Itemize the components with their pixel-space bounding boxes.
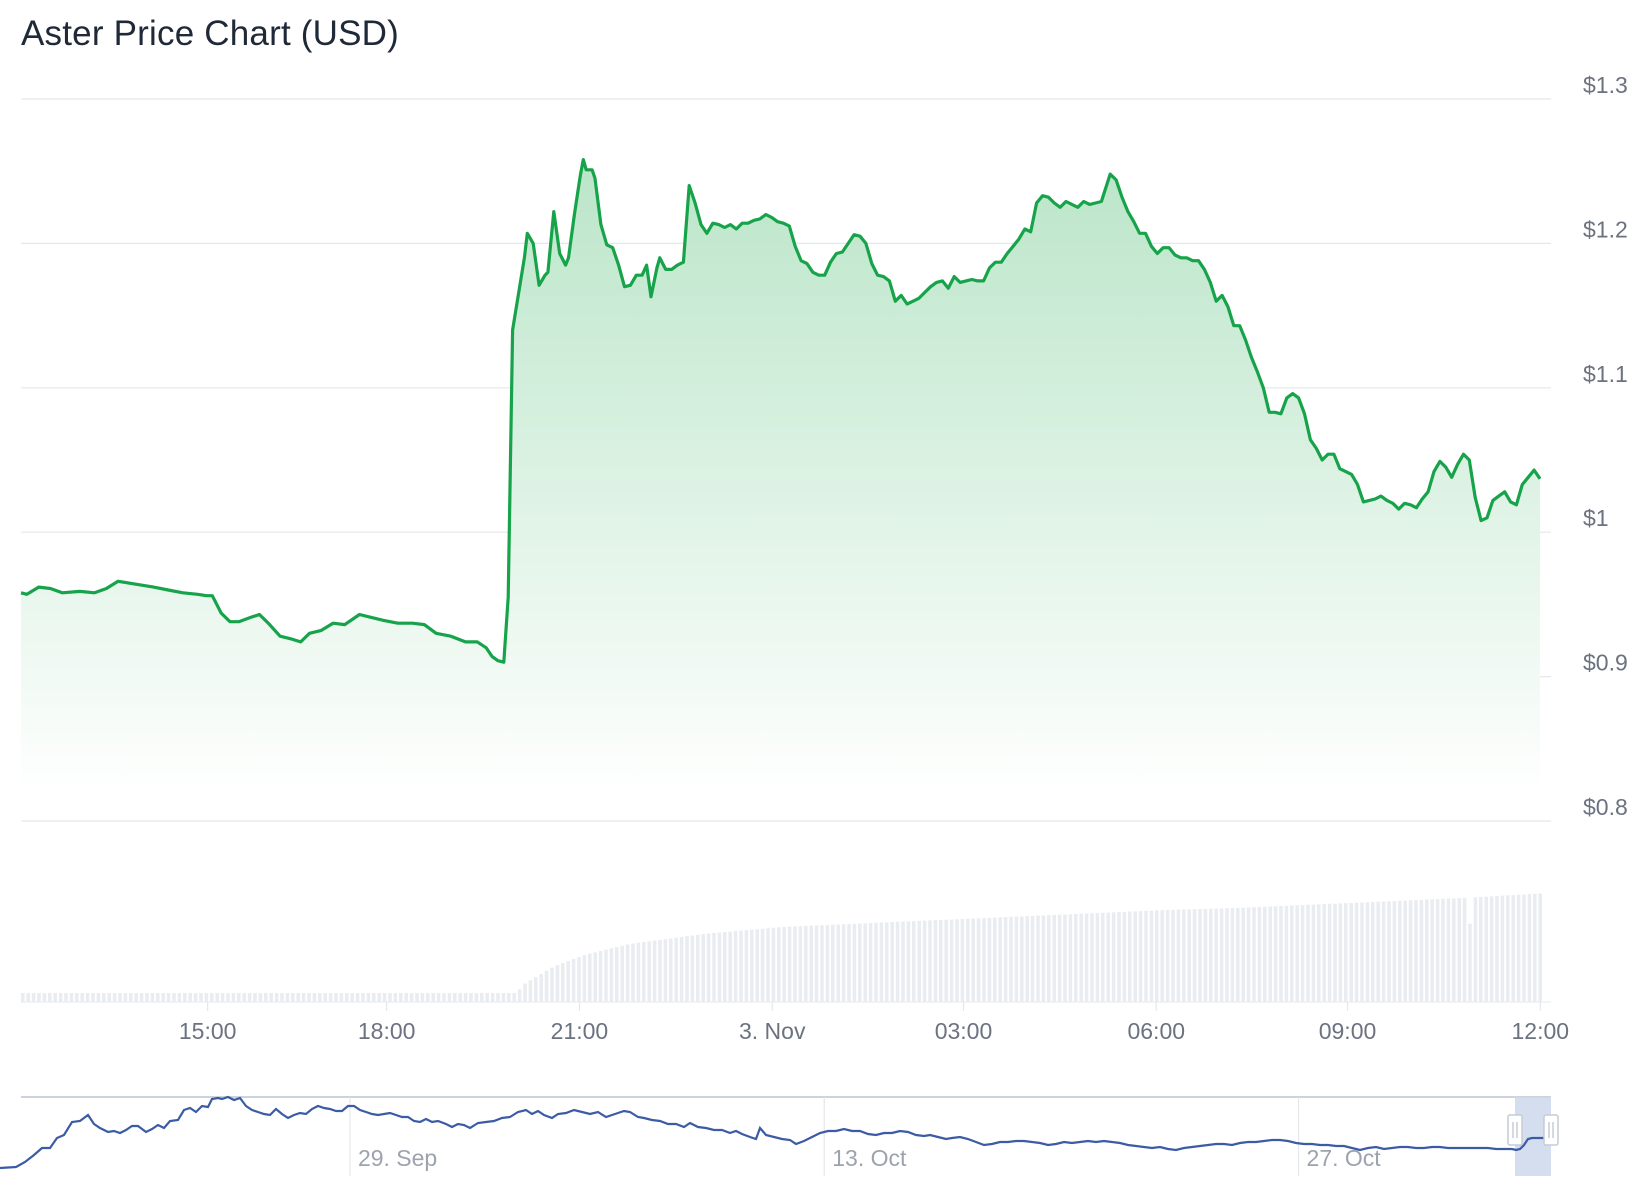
navigator-series-line (0, 1095, 1544, 1170)
y-tick-label: $0.9 (1583, 650, 1628, 676)
x-tick-label: 3. Nov (739, 1018, 806, 1044)
y-tick-label: $1.3 (1583, 72, 1628, 98)
navigator-handle-right[interactable] (1543, 1114, 1559, 1146)
y-tick-label: $1.1 (1583, 361, 1628, 387)
y-tick-label: $0.8 (1583, 794, 1628, 820)
volume-bars (21, 893, 1551, 1003)
chart-title: Aster Price Chart (USD) (21, 14, 399, 53)
x-tick-label: 15:00 (179, 1018, 237, 1044)
price-line[interactable] (20, 158, 1542, 664)
x-tick-label: 21:00 (551, 1018, 609, 1044)
x-tick-label: 12:00 (1512, 1018, 1570, 1044)
price-area-fill (21, 159, 1540, 796)
navigator[interactable]: 29. Sep 13. Oct 27. Oct (0, 1095, 1559, 1176)
navigator-date-label: 27. Oct (1307, 1145, 1382, 1171)
navigator-date-label: 13. Oct (832, 1145, 907, 1171)
navigator-handle-left[interactable] (1507, 1114, 1523, 1146)
x-tick-label: 09:00 (1319, 1018, 1377, 1044)
x-tick-label: 06:00 (1127, 1018, 1185, 1044)
x-tick-label: 18:00 (358, 1018, 416, 1044)
y-tick-label: $1 (1583, 505, 1609, 531)
y-tick-label: $1.2 (1583, 216, 1628, 242)
navigator-date-label: 29. Sep (358, 1145, 437, 1171)
x-tick-label: 03:00 (935, 1018, 993, 1044)
x-axis: 15:00 18:00 21:00 3. Nov 03:00 06:00 09:00 12:0… (179, 1002, 1569, 1044)
y-axis-labels: $1.3 $1.2 $1.1 $1 $0.9 $0.8 (1583, 72, 1628, 820)
